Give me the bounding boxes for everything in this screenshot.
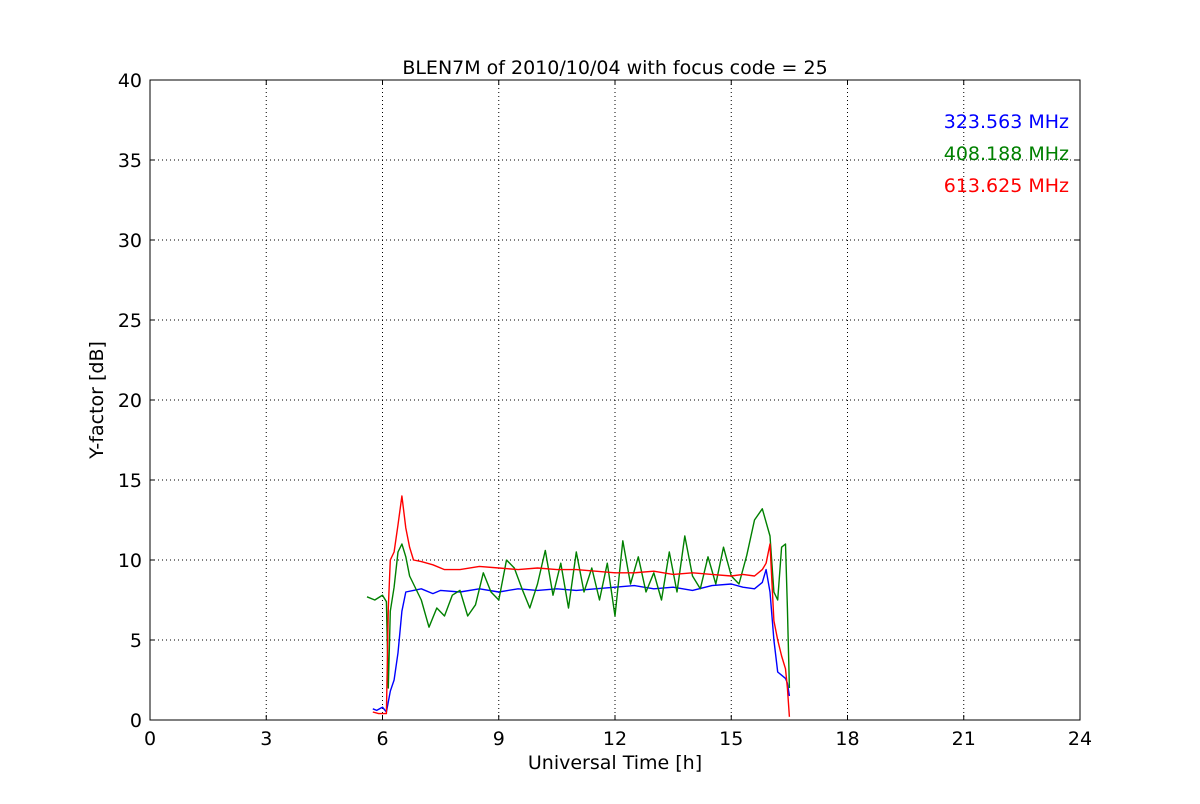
series-layer: [366, 495, 791, 717]
legend-entry-1: 323.563 MHz: [944, 111, 1069, 133]
y-tick-label: 30: [118, 230, 142, 252]
x-tick-label: 9: [493, 728, 505, 750]
x-axis-title: Universal Time [h]: [528, 752, 702, 774]
x-tick-label: 15: [719, 728, 743, 750]
y-tick-label: 5: [130, 630, 142, 652]
series-line-1: [372, 568, 791, 713]
legend: 323.563 MHz 408.188 MHz 613.625 MHz: [944, 111, 1069, 197]
tick-layer: 0 3 6 9 12 15 18 21 24 0 5 10 15 20 25 30 35 40: [118, 70, 1092, 750]
x-tick-label: 3: [260, 728, 272, 750]
legend-entry-3: 613.625 MHz: [944, 175, 1069, 197]
series-line-2: [366, 508, 791, 689]
y-tick-label: 20: [118, 390, 142, 412]
y-tick-label: 35: [118, 150, 142, 172]
x-tick-label: 24: [1068, 728, 1092, 750]
x-tick-label: 18: [835, 728, 859, 750]
series-line-3: [372, 495, 791, 717]
y-tick-label: 0: [130, 710, 142, 732]
y-tick-label: 10: [118, 550, 142, 572]
grid-layer: [150, 80, 1080, 720]
x-tick-label: 12: [603, 728, 627, 750]
y-tick-label: 25: [118, 310, 142, 332]
y-axis-title: Y-factor [dB]: [86, 341, 108, 460]
chart-title: BLEN7M of 2010/10/04 with focus code = 2…: [402, 57, 827, 79]
y-tick-label: 15: [118, 470, 142, 492]
x-tick-label: 0: [144, 728, 156, 750]
y-tick-label: 40: [118, 70, 142, 92]
x-tick-label: 6: [376, 728, 388, 750]
legend-entry-2: 408.188 MHz: [944, 143, 1069, 165]
x-tick-label: 21: [952, 728, 976, 750]
